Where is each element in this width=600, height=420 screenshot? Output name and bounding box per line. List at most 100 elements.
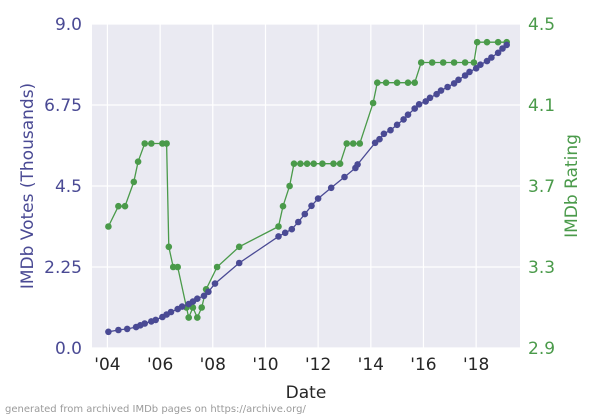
data-point	[404, 79, 412, 86]
data-point	[198, 304, 205, 311]
left-tick-labels: 0.0 2.25 4.5 6.75 9.0	[44, 15, 82, 359]
data-point	[417, 59, 425, 66]
data-point	[130, 178, 138, 186]
data-point	[297, 160, 304, 167]
data-point	[503, 41, 511, 49]
data-point	[415, 101, 423, 108]
data-point	[411, 105, 419, 112]
data-point	[235, 259, 243, 267]
data-point	[483, 38, 491, 46]
data-point	[400, 116, 407, 123]
data-point	[488, 54, 495, 61]
data-point	[437, 87, 445, 94]
data-point	[123, 325, 131, 333]
right-tick-label: 4.5	[528, 15, 555, 35]
x-tick-label: '04	[94, 355, 120, 375]
data-point	[290, 160, 298, 167]
data-point	[235, 243, 243, 251]
data-point	[310, 160, 318, 167]
data-point	[275, 223, 282, 230]
data-point	[165, 243, 173, 251]
data-point	[279, 202, 287, 210]
data-point	[194, 314, 201, 321]
data-point	[295, 218, 302, 226]
data-point	[369, 99, 377, 107]
x-tick-label: '16	[410, 355, 436, 375]
data-point	[380, 130, 388, 138]
data-point	[341, 173, 348, 181]
data-point	[152, 316, 159, 324]
data-point	[444, 83, 451, 91]
x-tick-label: '12	[305, 355, 331, 375]
data-point	[174, 263, 181, 271]
data-point	[105, 223, 112, 230]
data-point	[450, 80, 458, 87]
data-point	[286, 182, 293, 190]
data-point	[303, 160, 311, 167]
data-point	[466, 68, 473, 76]
data-point	[461, 59, 469, 66]
data-point	[477, 61, 484, 68]
data-point	[205, 288, 212, 296]
data-point	[439, 59, 447, 66]
data-point	[275, 233, 282, 240]
data-point	[494, 38, 502, 46]
gridlines	[92, 23, 520, 349]
data-point	[376, 135, 383, 143]
data-point	[387, 126, 394, 134]
data-point	[194, 295, 201, 303]
data-point	[301, 210, 309, 218]
data-point	[336, 160, 344, 167]
data-point	[134, 158, 142, 165]
data-point	[327, 184, 335, 192]
right-tick-label: 2.9	[528, 339, 555, 359]
data-point	[121, 202, 129, 210]
data-point	[393, 79, 401, 86]
left-tick-label: 6.75	[44, 96, 82, 116]
series-group	[105, 38, 511, 336]
data-point	[374, 79, 381, 86]
data-point	[455, 76, 462, 84]
right-y-axis-label: IMDb Rating	[562, 134, 582, 238]
data-point	[319, 160, 326, 167]
left-tick-label: 0.0	[55, 339, 82, 359]
data-point	[178, 303, 186, 310]
data-point	[382, 79, 390, 86]
left-tick-label: 9.0	[55, 15, 82, 35]
left-tick-label: 2.25	[44, 258, 82, 278]
data-point	[354, 161, 361, 168]
data-point	[185, 314, 192, 321]
right-tick-labels: 2.9 3.3 3.7 4.1 4.5	[528, 15, 555, 359]
data-point	[115, 326, 122, 334]
data-point	[483, 57, 491, 65]
data-point	[105, 328, 112, 336]
left-y-axis-label: IMDb Votes (Thousands)	[18, 83, 38, 289]
data-point	[167, 308, 175, 316]
data-point	[281, 229, 289, 237]
data-point	[450, 59, 458, 66]
data-point	[349, 140, 357, 147]
x-tick-label: '18	[463, 355, 489, 375]
x-tick-labels: '04 '06 '08 '10 '12 '14 '16 '18	[94, 355, 489, 375]
x-tick-label: '10	[252, 355, 278, 375]
right-tick-label: 3.3	[528, 258, 555, 278]
data-point	[393, 121, 401, 129]
data-point	[200, 292, 208, 300]
data-point	[343, 140, 351, 147]
data-point	[461, 72, 469, 79]
data-point	[428, 59, 436, 66]
data-point	[411, 79, 419, 86]
x-tick-label: '06	[147, 355, 173, 375]
x-axis-label: Date	[286, 383, 327, 403]
data-point	[211, 280, 219, 287]
data-point	[371, 139, 379, 147]
data-point	[426, 94, 434, 102]
x-tick-label: '14	[358, 355, 384, 375]
data-point	[433, 90, 440, 98]
data-point	[163, 140, 170, 147]
data-point	[494, 49, 502, 57]
data-point	[115, 202, 122, 210]
data-point	[148, 140, 155, 147]
